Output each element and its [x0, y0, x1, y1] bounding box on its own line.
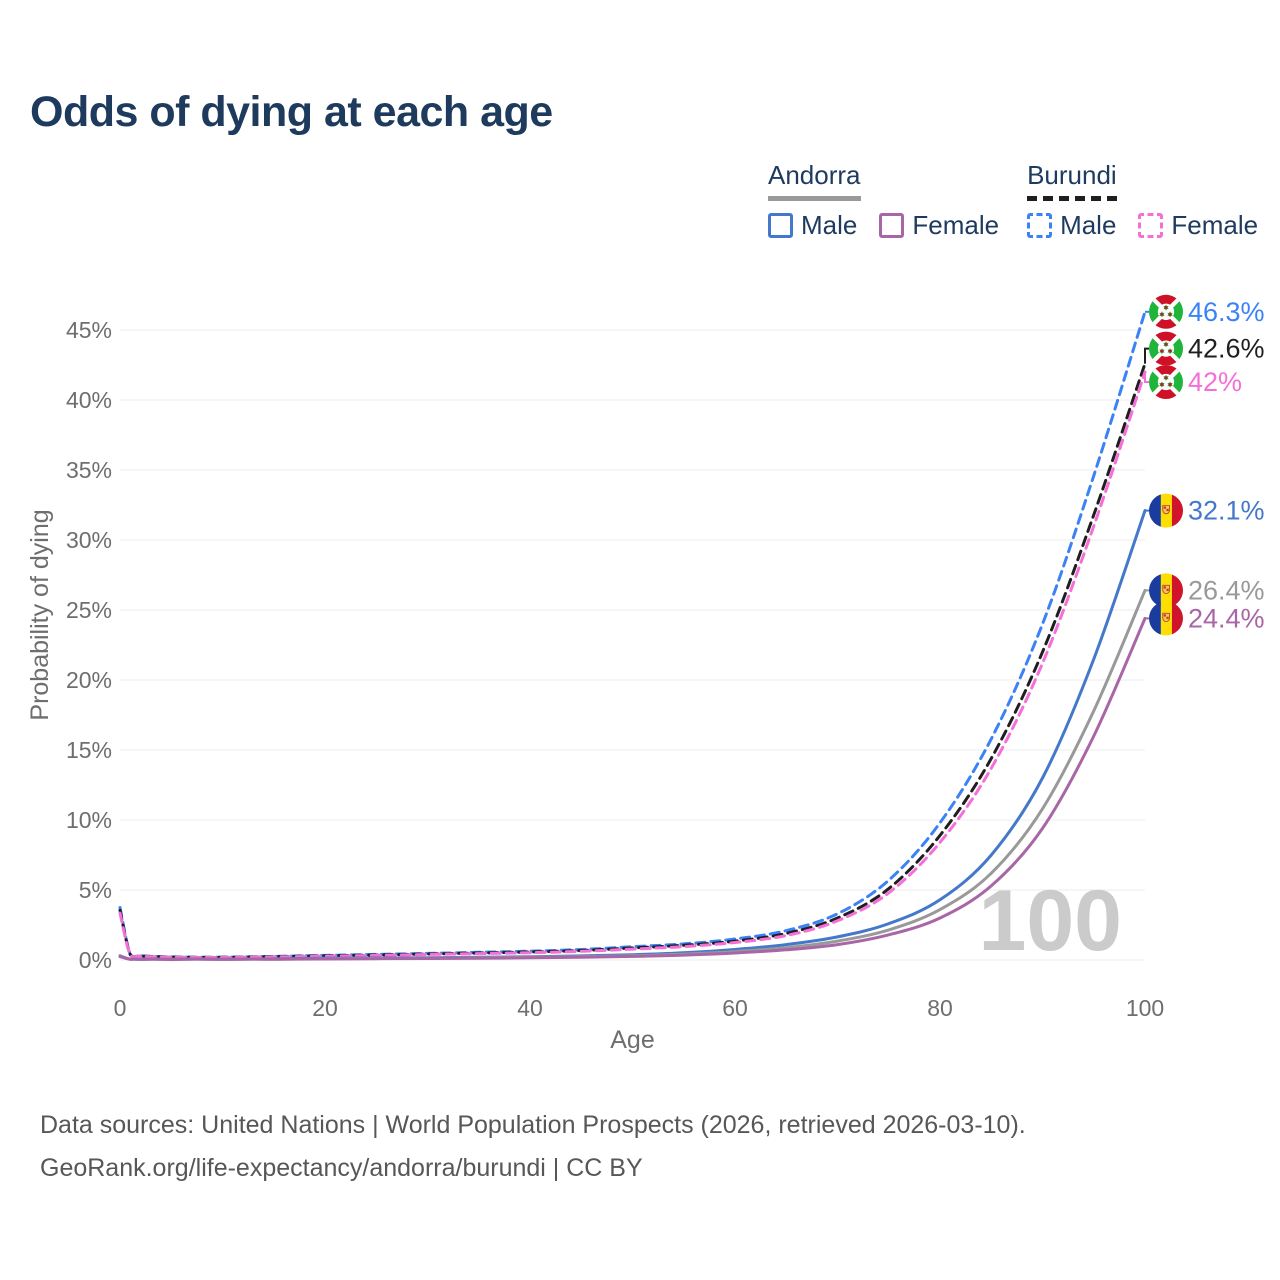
end-label-264: 26.4%	[1188, 575, 1265, 605]
series-line-burundi-female[interactable]	[118, 370, 1147, 960]
andorra-flag-icon	[1147, 600, 1184, 637]
footer-source-line: Data sources: United Nations | World Pop…	[40, 1111, 1026, 1139]
y-tick-label-30: 30%	[66, 527, 112, 553]
legend-country-burundi[interactable]: Burundi	[1027, 160, 1117, 201]
y-tick-label-20: 20%	[66, 667, 112, 693]
end-label-321: 32.1%	[1188, 496, 1265, 526]
series-line-andorra-female[interactable]	[118, 616, 1147, 962]
y-tick-label-15: 15%	[66, 737, 112, 763]
y-tick-label-25: 25%	[66, 597, 112, 623]
y-tick-label-10: 10%	[66, 807, 112, 833]
legend-group-burundi: Burundi Male Female	[1027, 160, 1258, 241]
y-tick-label-5: 5%	[79, 877, 112, 903]
grid-layer	[120, 329, 1145, 961]
legend: Andorra Male Female Burundi Male	[768, 160, 1258, 241]
burundi-flag-icon	[1146, 329, 1185, 368]
x-tick-label-0: 0	[114, 995, 127, 1021]
x-tick-label-100: 100	[1126, 995, 1164, 1021]
y-tick-label-35: 35%	[66, 457, 112, 483]
annotation-layer: 46.3% 42.6%42% 32.1% 26.4%24.4%	[1144, 292, 1265, 637]
series-line-burundi-male[interactable]	[118, 310, 1147, 959]
annotation-connector	[1144, 372, 1149, 383]
legend-item-burundi-male[interactable]: Male	[1027, 210, 1116, 241]
footer: Data sources: United Nations | World Pop…	[40, 1104, 1026, 1190]
age-watermark: 100	[979, 873, 1123, 969]
legend-group-andorra: Andorra Male Female	[768, 160, 999, 241]
series-layer[interactable]	[118, 310, 1147, 962]
legend-label-andorra-male: Male	[801, 210, 858, 240]
legend-label-burundi-male: Male	[1060, 210, 1117, 240]
end-label-463: 46.3%	[1188, 297, 1265, 327]
burundi-flag-icon	[1146, 362, 1185, 401]
legend-item-andorra-male[interactable]: Male	[768, 210, 857, 241]
series-line-burundi-total[interactable]	[118, 362, 1147, 959]
x-axis-title: Age	[610, 1026, 654, 1054]
x-tick-label-60: 60	[722, 995, 748, 1021]
legend-country-andorra[interactable]: Andorra	[768, 160, 861, 201]
annotation-connector	[1144, 347, 1149, 364]
x-tick-label-40: 40	[517, 995, 543, 1021]
legend-items-burundi: Male Female	[1027, 210, 1258, 241]
x-tick-label-80: 80	[927, 995, 953, 1021]
footer-url-line: GeoRank.org/life-expectancy/andorra/buru…	[40, 1154, 643, 1182]
age-watermark-text: 100	[979, 873, 1123, 969]
end-label-426: 42.6%	[1188, 334, 1265, 364]
x-tick-label-20: 20	[312, 995, 338, 1021]
end-label-244: 24.4%	[1188, 603, 1265, 633]
legend-items-andorra: Male Female	[768, 210, 999, 241]
axis-layer: 0% 5% 10% 15% 20% 25% 30% 35% 40% 45% 0 20 40 60 80 100…	[26, 317, 1164, 1054]
andorra-flag-icon	[1147, 492, 1184, 529]
legend-item-burundi-female[interactable]: Female	[1138, 210, 1258, 241]
y-tick-label-0: 0%	[79, 947, 112, 973]
andorra-male-swatch-icon	[768, 213, 793, 238]
y-axis-title: Probability of dying	[26, 509, 54, 720]
legend-label-burundi-female: Female	[1171, 210, 1259, 240]
y-tick-label-45: 45%	[66, 317, 112, 343]
legend-label-andorra-female: Female	[912, 210, 1000, 240]
y-tick-label-40: 40%	[66, 387, 112, 413]
andorra-female-swatch-icon	[879, 213, 905, 238]
legend-item-andorra-female[interactable]: Female	[879, 210, 999, 241]
burundi-female-swatch-icon	[1138, 213, 1164, 238]
burundi-male-swatch-icon	[1027, 213, 1053, 238]
end-label-42: 42%	[1188, 367, 1242, 397]
burundi-flag-icon	[1146, 292, 1185, 331]
page-title: Odds of dying at each age	[30, 88, 553, 136]
